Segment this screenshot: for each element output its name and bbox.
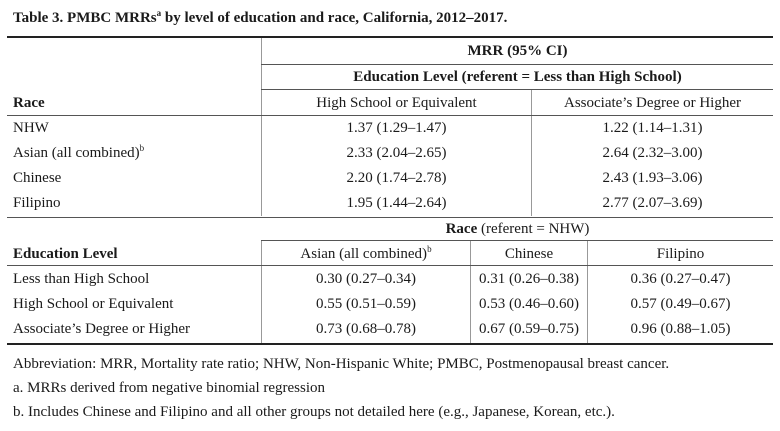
- footnote-a: a. MRRs derived from negative binomial r…: [13, 380, 326, 396]
- footnote-abbreviations: Abbreviation: MRR, Mortality rate ratio;…: [13, 356, 670, 372]
- row-label-footnote-mark: b: [139, 143, 145, 153]
- top-column-header-rule: [7, 115, 773, 116]
- top-row-label: Asian (all combined)b: [13, 141, 144, 165]
- bottom-col-divider-2: [587, 241, 588, 343]
- race-subheader-rule: [261, 240, 773, 241]
- bottom-column-header: Filipino: [588, 242, 773, 266]
- table-cell: 2.64 (2.32–3.00): [602, 145, 703, 161]
- top-column-divider: [531, 89, 532, 216]
- column-header-text: Filipino: [656, 246, 705, 262]
- table-cell: 0.36 (0.27–0.47): [630, 271, 731, 287]
- row-label-text: Filipino: [13, 195, 61, 211]
- subheader-rule: [261, 89, 773, 90]
- table-cell: 0.30 (0.27–0.34): [316, 271, 416, 287]
- bottom-row-label: High School or Equivalent: [13, 296, 174, 312]
- bottom-column-header-rule: [7, 265, 773, 266]
- caption-prefix: Table 3. PMBC MRRs: [13, 10, 157, 26]
- table-cell: 0.67 (0.59–0.75): [479, 321, 579, 337]
- race-row-header: Race: [13, 95, 45, 111]
- top-column-header: High School or Equivalent: [316, 95, 477, 111]
- row-label-text: Asian (all combined): [13, 145, 140, 161]
- table-bottom-rule: [7, 343, 773, 345]
- row-label-text: NHW: [13, 120, 49, 136]
- race-subheader: Race (referent = NHW): [262, 217, 773, 241]
- top-row-label: Filipino: [13, 191, 61, 215]
- table-cell: 2.33 (2.04–2.65): [346, 145, 447, 161]
- table-top-rule: [7, 36, 773, 38]
- education-subheader: Education Level (referent = Less than Hi…: [353, 69, 682, 85]
- column-header-text: Chinese: [504, 246, 554, 262]
- bottom-column-header: Asian (all combined)b: [262, 242, 470, 266]
- group-header-rule: [261, 64, 773, 65]
- bottom-row-label: Less than High School: [13, 271, 150, 287]
- top-row-label: NHW: [13, 116, 49, 140]
- bottom-column-header: Chinese: [471, 242, 587, 266]
- race-subheader-rest: (referent = NHW): [477, 221, 590, 237]
- bottom-col-divider-1: [470, 241, 471, 343]
- table-cell: 0.73 (0.68–0.78): [316, 321, 416, 337]
- bottom-stub-divider: [261, 241, 262, 343]
- table-cell: 1.95 (1.44–2.64): [346, 195, 447, 211]
- column-header-footnote-mark: b: [427, 244, 432, 254]
- table-cell: 0.96 (0.88–1.05): [630, 321, 731, 337]
- column-header-text: Asian (all combined): [300, 246, 428, 262]
- race-subheader-bold: Race: [445, 221, 478, 237]
- table-cell: 0.57 (0.49–0.67): [630, 296, 731, 312]
- top-column-header: Associate’s Degree or Higher: [563, 95, 742, 111]
- group-header: MRR (95% CI): [467, 43, 568, 59]
- bottom-row-label: Associate’s Degree or Higher: [13, 321, 191, 337]
- table-cell: 0.55 (0.51–0.59): [316, 296, 416, 312]
- table-caption: Table 3. PMBC MRRsa by level of educatio…: [13, 8, 508, 27]
- caption-footnote-mark: a: [156, 8, 162, 18]
- table-cell: 1.37 (1.29–1.47): [346, 120, 447, 136]
- table-cell: 2.43 (1.93–3.06): [602, 170, 703, 186]
- table-cell: 0.53 (0.46–0.60): [479, 296, 579, 312]
- education-row-header: Education Level: [13, 246, 118, 262]
- table-cell: 1.22 (1.14–1.31): [602, 120, 703, 136]
- stub-column-divider: [261, 38, 262, 216]
- table-cell: 2.77 (2.07–3.69): [602, 195, 703, 211]
- row-label-text: Chinese: [13, 170, 62, 186]
- footnote-b: b. Includes Chinese and Filipino and all…: [13, 404, 615, 420]
- table-cell: 2.20 (1.74–2.78): [346, 170, 447, 186]
- table-cell: 0.31 (0.26–0.38): [479, 271, 579, 287]
- caption-suffix: by level of education and race, Californ…: [161, 10, 508, 26]
- top-section-end-rule: [7, 217, 773, 218]
- top-row-label: Chinese: [13, 166, 61, 190]
